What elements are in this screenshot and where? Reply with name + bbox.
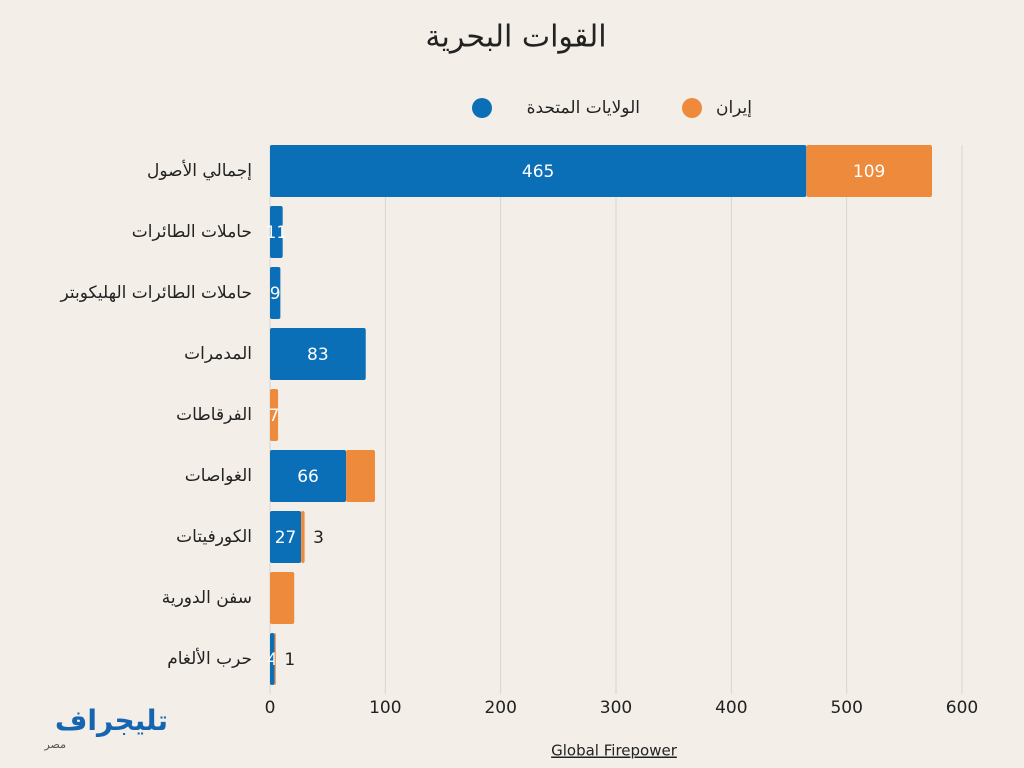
category-label: حاملات الطائرات [132, 222, 252, 242]
bar [301, 511, 305, 563]
legend-label: إيران [716, 98, 752, 118]
value-label: 109 [853, 162, 885, 182]
x-tick-label: 300 [600, 698, 632, 718]
category-label: المدمرات [184, 344, 252, 364]
category-label: حاملات الطائرات الهليكوبتر [59, 283, 252, 303]
category-label: حرب الألغام [167, 648, 252, 669]
category-label: الفرقاطات [176, 405, 252, 425]
bar [806, 145, 933, 197]
bar [270, 633, 275, 685]
value-label: 83 [307, 345, 329, 365]
x-tick-label: 600 [946, 698, 978, 718]
logo-sub: مصر [43, 738, 66, 751]
legend-label: الولايات المتحدة [527, 98, 640, 118]
x-tick-label: 0 [265, 698, 276, 718]
chart-title: القوات البحرية [425, 20, 606, 55]
bar [270, 572, 295, 624]
value-label: 27 [275, 528, 297, 548]
bar [274, 633, 276, 685]
x-tick-label: 400 [715, 698, 747, 718]
bar [270, 206, 283, 258]
value-label: 4 [267, 650, 278, 670]
legend-marker [682, 98, 702, 118]
legend-marker [472, 98, 492, 118]
category-label: إجمالي الأصول [147, 160, 252, 181]
x-tick-label: 200 [484, 698, 516, 718]
value-label: 9 [270, 284, 281, 304]
value-label: 66 [297, 467, 319, 487]
value-label: 465 [522, 162, 554, 182]
value-label: 3 [313, 528, 324, 548]
value-label: 1 [284, 650, 295, 670]
bar [346, 450, 375, 502]
value-label: 11 [266, 223, 288, 243]
category-label: الكورفيتات [176, 527, 252, 547]
x-tick-label: 500 [830, 698, 862, 718]
logo: تليجراف [55, 704, 168, 737]
value-label: 7 [269, 406, 280, 426]
bar [270, 511, 302, 563]
bar [270, 145, 807, 197]
source: Global Firepower [551, 742, 678, 760]
bar [270, 267, 281, 319]
category-label: الغواصات [185, 466, 252, 486]
x-tick-label: 100 [369, 698, 401, 718]
bar [270, 328, 366, 380]
bar [270, 450, 347, 502]
bar [270, 389, 279, 441]
category-label: سفن الدورية [162, 588, 252, 608]
